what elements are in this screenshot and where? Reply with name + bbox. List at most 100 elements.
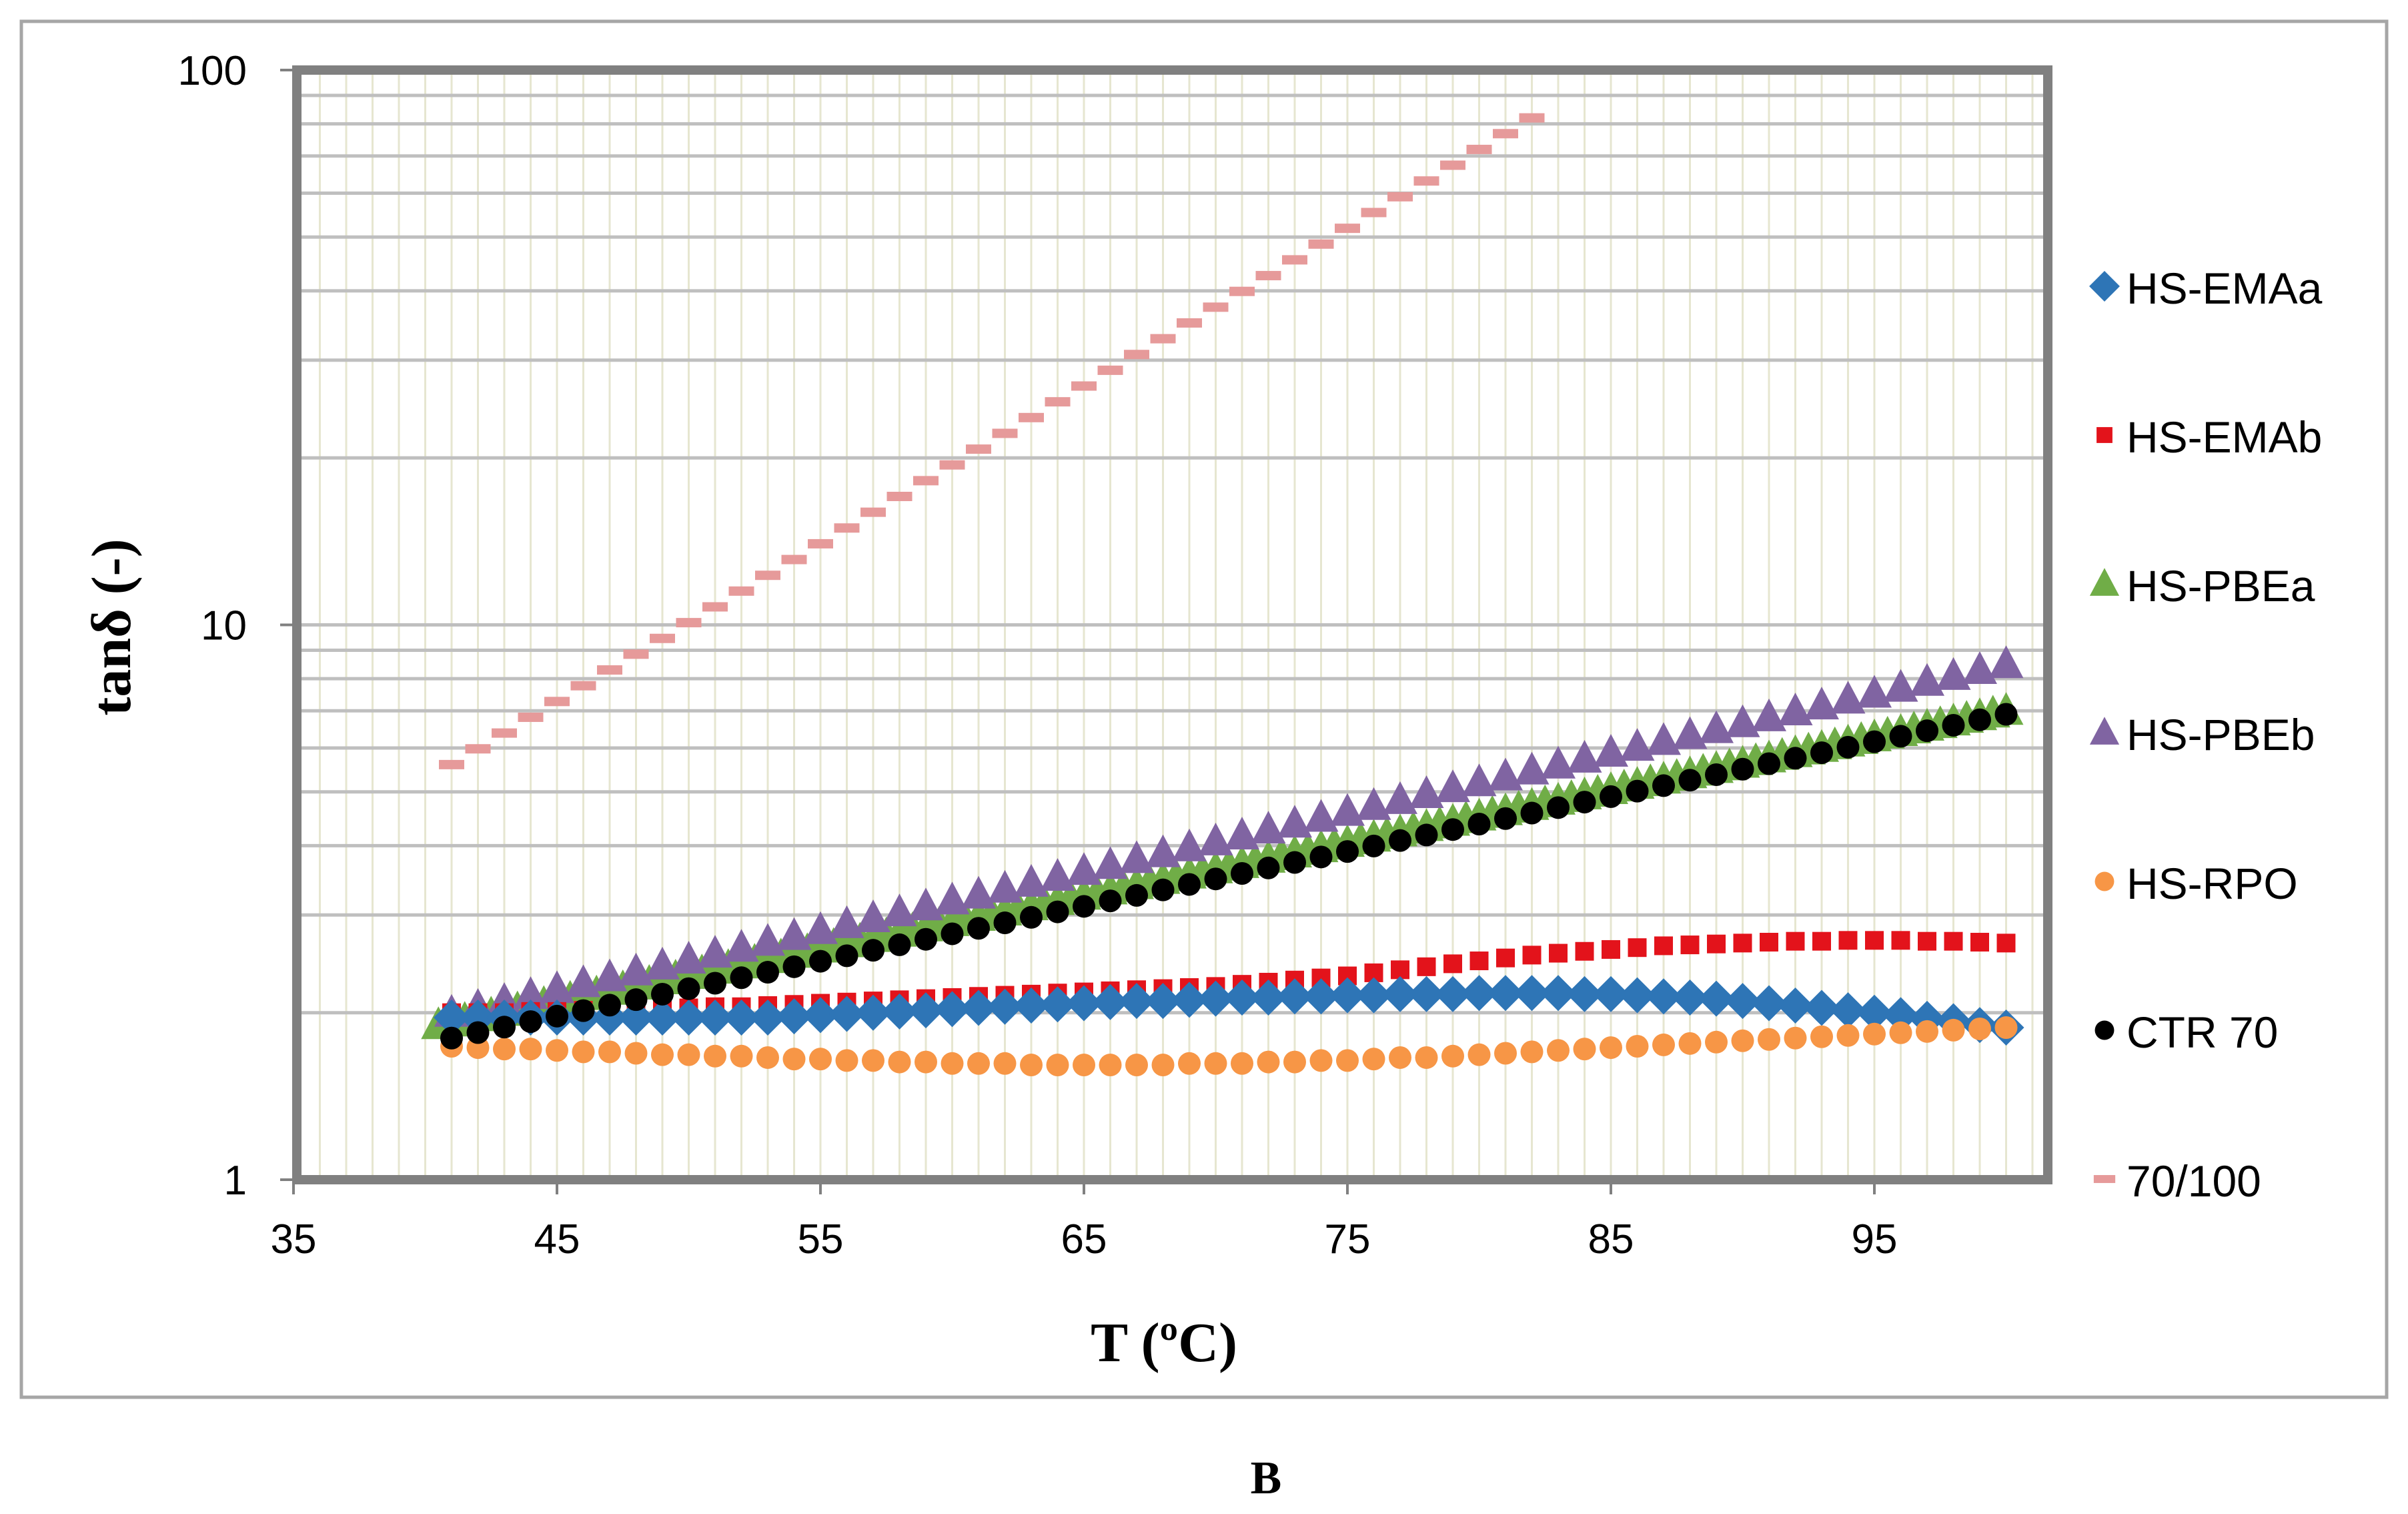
- data-point: [1046, 900, 1069, 923]
- data-point: [834, 523, 860, 533]
- data-point: [1863, 730, 1886, 753]
- data-point: [1277, 978, 1313, 1015]
- axis-ticks: [280, 69, 1876, 1194]
- data-point: [1197, 980, 1234, 1017]
- data-point: [1731, 757, 1754, 781]
- data-point: [1520, 801, 1544, 825]
- data-point: [835, 944, 858, 968]
- data-point: [1600, 785, 1622, 808]
- data-point: [1204, 1052, 1227, 1075]
- data-point: [1705, 1030, 1728, 1054]
- legend-label: HS-RPO: [2127, 859, 2298, 908]
- data-point: [1916, 1020, 1938, 1043]
- data-point: [1522, 945, 1542, 965]
- data-point: [1409, 775, 1444, 809]
- data-point: [519, 1038, 542, 1061]
- data-point: [670, 999, 707, 1036]
- data-point: [1882, 997, 1919, 1034]
- legend-marker: [2089, 271, 2120, 302]
- data-point: [1040, 858, 1075, 891]
- x-tick-label: 35: [271, 1216, 317, 1262]
- major-grid: [297, 93, 2048, 1015]
- data-point: [1494, 807, 1517, 830]
- data-point: [1171, 982, 1207, 1018]
- tick-labels: 35 45 55 65 75 85 95 1 10 100: [178, 48, 1898, 1262]
- legend-marker: [2089, 717, 2120, 745]
- data-point: [1918, 931, 1936, 951]
- data-point: [1994, 703, 2018, 726]
- panel-label: B: [1251, 1453, 1282, 1504]
- data-point: [1699, 710, 1734, 743]
- data-point: [756, 961, 779, 984]
- data-point: [1277, 805, 1312, 838]
- data-point: [1752, 698, 1786, 731]
- data-point: [546, 1039, 568, 1062]
- data-point: [1097, 365, 1123, 375]
- data-point: [624, 1042, 648, 1065]
- data-point: [650, 633, 675, 643]
- data-point: [862, 939, 884, 962]
- legend-marker: [2096, 427, 2113, 443]
- data-point: [1145, 983, 1181, 1020]
- data-point: [882, 893, 917, 927]
- data-point: [1942, 1018, 1965, 1042]
- legend-marker: [2094, 1020, 2115, 1040]
- data-point: [1020, 905, 1043, 929]
- data-point: [1283, 1050, 1306, 1074]
- data-point: [1466, 144, 1492, 154]
- data-point: [1547, 796, 1570, 819]
- data-point: [1883, 669, 1918, 702]
- data-point: [993, 1052, 1017, 1075]
- legend-label: 70/100: [2127, 1156, 2261, 1206]
- data-point: [439, 759, 464, 769]
- data-point: [941, 1052, 964, 1075]
- data-point: [1916, 719, 1938, 743]
- data-point: [1417, 957, 1436, 976]
- data-point: [1812, 931, 1831, 951]
- data-point: [1707, 934, 1726, 954]
- data-point: [888, 933, 911, 956]
- data-point: [651, 982, 674, 1006]
- data-point: [1541, 745, 1576, 779]
- data-point: [1751, 985, 1787, 1022]
- data-point: [1391, 960, 1409, 980]
- data-point: [651, 1043, 674, 1066]
- data-point: [1804, 990, 1840, 1026]
- data-point: [803, 911, 838, 944]
- data-point: [1467, 812, 1491, 835]
- data-point: [1389, 1046, 1411, 1069]
- data-point: [1461, 975, 1497, 1012]
- data-point: [702, 602, 728, 612]
- x-axis-title: T (ºC): [1091, 1312, 1237, 1374]
- data-point: [1672, 979, 1708, 1016]
- data-point: [1336, 840, 1359, 863]
- data-point: [1303, 978, 1339, 1015]
- data-point: [1910, 663, 1944, 696]
- data-point: [1099, 1054, 1122, 1077]
- data-point: [676, 618, 702, 628]
- data-point: [776, 998, 812, 1035]
- data-point: [967, 917, 990, 940]
- legend-item: HS-RPO: [2094, 859, 2298, 908]
- legend-item: HS-EMAa: [2089, 264, 2323, 313]
- data-point: [1836, 735, 1860, 759]
- data-point: [809, 1048, 832, 1071]
- data-point: [1303, 799, 1339, 832]
- data-point: [730, 966, 753, 990]
- data-point: [1125, 883, 1148, 907]
- data-point: [1046, 1054, 1069, 1077]
- data-point: [1678, 1032, 1702, 1055]
- data-point: [860, 507, 886, 517]
- data-point: [518, 712, 544, 722]
- data-point: [987, 869, 1023, 903]
- data-point: [1443, 954, 1462, 974]
- legend-label: HS-PBEb: [2127, 710, 2315, 759]
- data-point: [967, 1052, 990, 1075]
- data-point: [1968, 1017, 1991, 1040]
- data-point: [808, 538, 833, 548]
- data-point: [1387, 192, 1413, 202]
- data-point: [1942, 713, 1965, 737]
- data-point: [1678, 769, 1702, 792]
- data-point: [1203, 302, 1229, 312]
- data-point: [1600, 1036, 1622, 1060]
